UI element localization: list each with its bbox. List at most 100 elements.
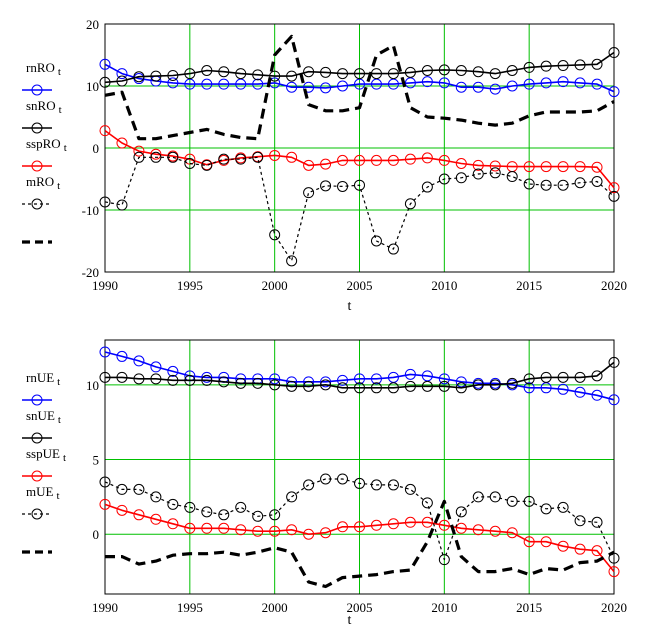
x-tick-label: 2000	[262, 278, 288, 293]
data-point	[269, 149, 281, 161]
data-point	[133, 151, 145, 163]
series-line	[104, 63, 615, 93]
x-tick-label: 2010	[431, 278, 457, 293]
data-point	[337, 180, 349, 192]
legend-swatch-marker	[31, 470, 43, 482]
data-point	[235, 377, 247, 389]
data-point	[303, 380, 315, 392]
data-point	[354, 154, 365, 166]
data-point	[320, 527, 332, 539]
data-point	[354, 477, 365, 489]
data-point	[201, 522, 213, 534]
data-point	[116, 504, 128, 516]
data-point	[201, 371, 213, 383]
data-point	[489, 525, 501, 537]
data-point	[608, 47, 620, 59]
x-tick-label: 1990	[92, 278, 118, 293]
data-point	[320, 82, 332, 94]
data-point	[574, 386, 586, 398]
data-point	[523, 78, 535, 90]
data-point	[370, 382, 382, 394]
data-point	[337, 473, 349, 485]
data-point	[218, 153, 230, 165]
chart-top: 1990 1995 2000 2005 2010 2015 202020100-10-20t…	[22, 17, 627, 314]
data-point	[404, 380, 416, 392]
data-point	[116, 75, 128, 87]
data-point	[370, 479, 382, 491]
data-point	[404, 516, 416, 528]
data-point	[540, 161, 552, 173]
data-point	[235, 524, 247, 536]
data-point	[489, 83, 501, 95]
data-point	[269, 525, 281, 537]
data-point	[269, 373, 281, 385]
data-point	[201, 374, 213, 386]
data-point	[133, 509, 145, 521]
data-point	[608, 356, 620, 368]
data-point	[421, 380, 433, 392]
data-point	[421, 65, 433, 76]
data-point	[286, 255, 298, 267]
data-point	[591, 389, 603, 401]
data-point	[506, 377, 518, 389]
data-point	[150, 70, 162, 82]
x-tick-label: 2005	[347, 600, 373, 615]
data-point	[387, 68, 399, 80]
data-point	[99, 476, 111, 488]
data-point	[252, 69, 264, 81]
data-point	[421, 516, 433, 528]
data-point	[320, 180, 332, 192]
data-point	[218, 522, 230, 534]
data-point	[489, 68, 501, 80]
legend-swatch-marker	[31, 84, 43, 96]
data-point	[99, 371, 111, 383]
data-point	[591, 175, 603, 187]
data-point	[184, 68, 196, 80]
data-point	[252, 377, 264, 389]
data-point	[387, 518, 399, 530]
legend-swatch-marker	[31, 508, 43, 520]
data-point	[557, 60, 569, 72]
legend-label-subscript: t	[56, 490, 59, 502]
data-point	[218, 78, 230, 90]
data-point	[252, 510, 264, 522]
data-point	[608, 190, 620, 202]
data-point	[489, 379, 501, 391]
data-point	[608, 86, 620, 98]
y-tick-label: 20	[86, 17, 99, 32]
legend-label-subscript: t	[63, 452, 66, 464]
x-tick-label: 2020	[601, 278, 627, 293]
legend-swatch-marker	[31, 432, 43, 444]
data-point	[591, 58, 603, 70]
data-point	[523, 382, 535, 394]
data-point	[387, 243, 399, 255]
data-point	[472, 524, 484, 536]
data-point	[608, 566, 620, 578]
data-point	[591, 78, 603, 90]
data-point	[320, 376, 332, 388]
data-point	[354, 521, 365, 533]
data-point	[506, 80, 518, 92]
y-tick-label: 10	[86, 378, 99, 393]
data-point	[133, 355, 145, 367]
data-point	[438, 173, 450, 185]
legend-label-subscript: t	[64, 142, 67, 154]
plot-frame	[104, 339, 615, 595]
data-point	[354, 68, 365, 80]
data-point	[337, 374, 349, 386]
series-line	[104, 478, 615, 561]
data-point	[404, 198, 416, 210]
x-tick-label: 2010	[431, 600, 457, 615]
data-point	[218, 66, 230, 78]
data-point	[337, 68, 349, 80]
data-point	[354, 78, 365, 90]
data-point	[404, 153, 416, 165]
x-tick-label: 1995	[177, 278, 203, 293]
data-point	[523, 161, 535, 173]
series-line	[104, 34, 615, 141]
data-point	[540, 179, 552, 191]
data-point	[523, 373, 535, 385]
data-point	[489, 491, 501, 503]
data-point	[286, 70, 298, 82]
data-point	[150, 148, 162, 160]
